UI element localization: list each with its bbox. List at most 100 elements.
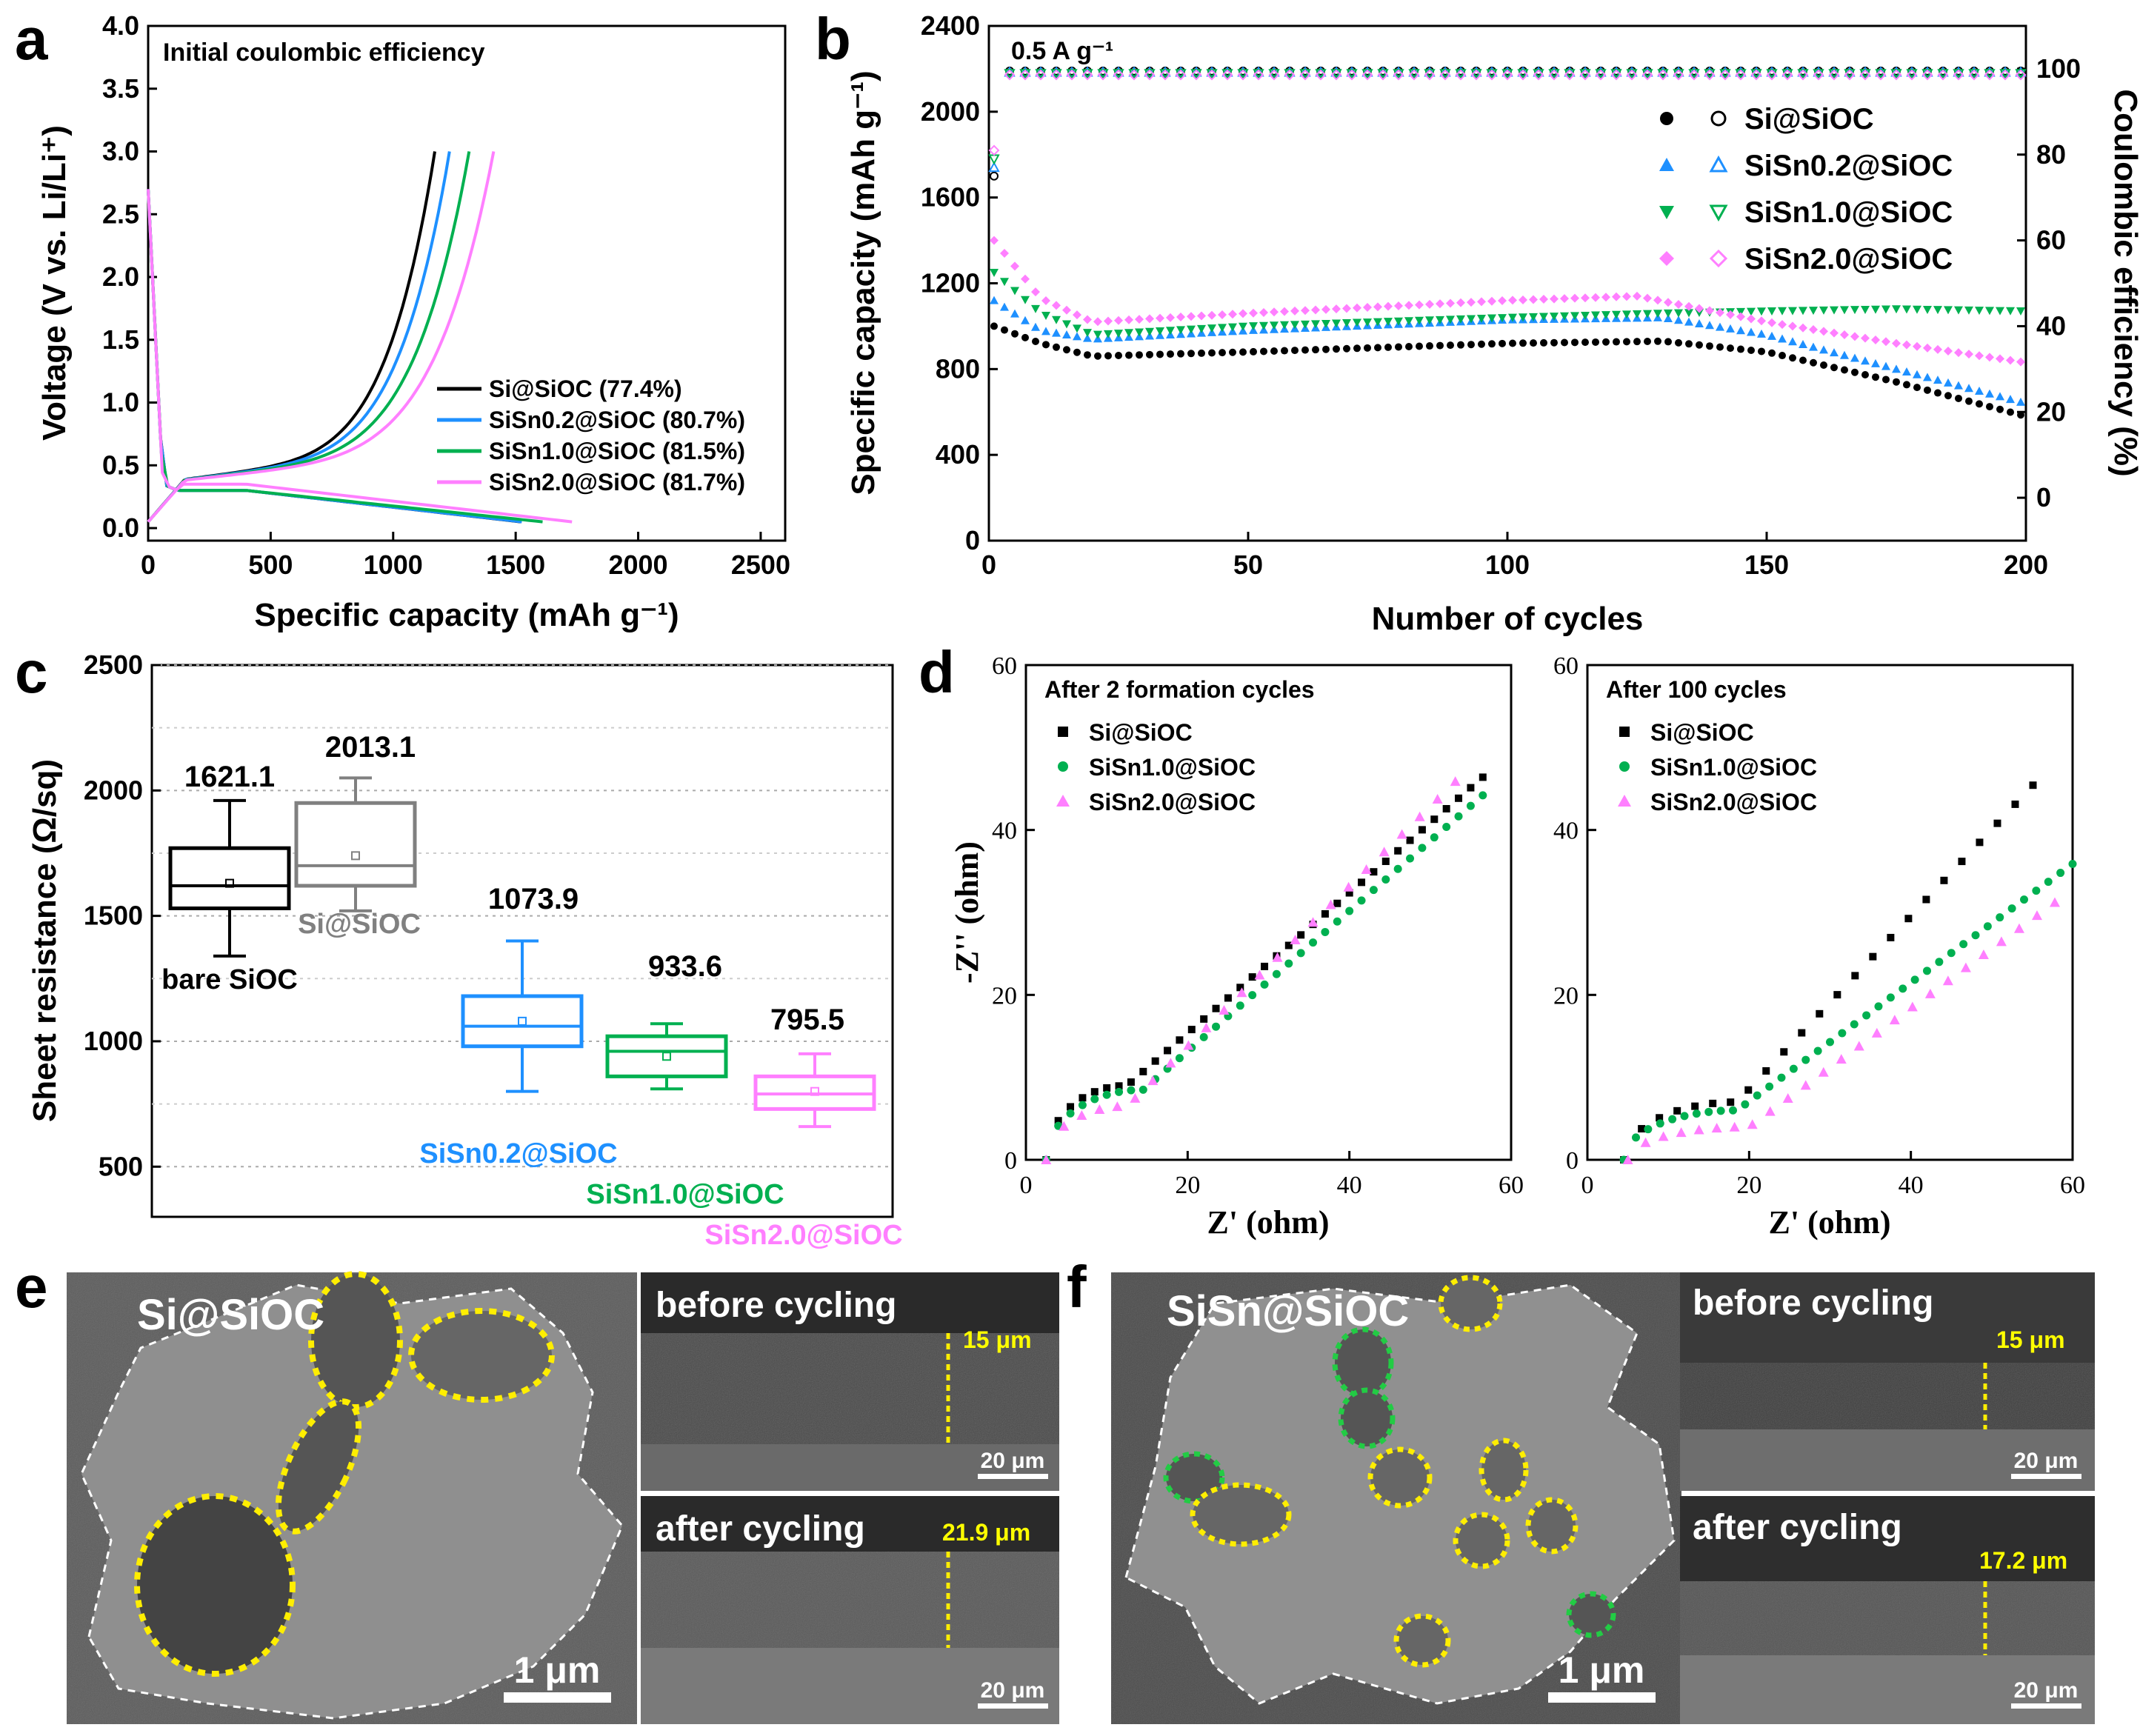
chart-b-capacity-point bbox=[1104, 330, 1113, 338]
chart-d2-point bbox=[1765, 1082, 1774, 1091]
sem-f-main-label: SiSn@SiOC bbox=[1167, 1287, 1409, 1335]
sem-f-defect-circle bbox=[1453, 1512, 1510, 1569]
chart-d1-point bbox=[1066, 1109, 1075, 1118]
chart-b-capacity-point bbox=[1197, 324, 1206, 333]
chart-b-capacity-point bbox=[1810, 358, 1817, 367]
chart-b-legend-label: Si@SiOC bbox=[1744, 103, 1874, 136]
chart-b-ce-point bbox=[1144, 69, 1156, 81]
chart-b-legend-marker bbox=[1710, 110, 1727, 127]
chart-d2-point bbox=[2044, 878, 2053, 887]
sem-e-defect-circle bbox=[408, 1308, 555, 1403]
chart-b-capacity-point bbox=[1923, 305, 1932, 314]
chart-d1-point bbox=[1054, 1117, 1062, 1125]
sem-e-scale-text: 1 μm bbox=[514, 1649, 601, 1691]
chart-b-y2label: Coulombic efficiency (%) bbox=[2107, 89, 2140, 476]
chart-c-mean bbox=[225, 878, 234, 888]
chart-b-capacity-point bbox=[1021, 274, 1030, 284]
chart-b-capacity-point bbox=[1550, 313, 1559, 321]
chart-b-capacity-point bbox=[1281, 347, 1288, 355]
chart-d2-point bbox=[2007, 904, 2016, 913]
chart-b-capacity-point bbox=[1104, 316, 1113, 326]
chart-b-capacity-point bbox=[1508, 313, 1517, 322]
chart-d1-ytick-label: 20 bbox=[992, 982, 1017, 1009]
chart-b-ce-point bbox=[1999, 69, 2011, 81]
chart-b-capacity-point bbox=[1985, 307, 1994, 316]
chart-b-capacity-point bbox=[1187, 325, 1196, 334]
chart-d2-xtick-label: 40 bbox=[1899, 1172, 1924, 1199]
chart-b-xtick-label: 150 bbox=[1744, 550, 1789, 580]
chart-b-capacity-point bbox=[1850, 306, 1859, 315]
chart-a-ytick-label: 3.0 bbox=[102, 136, 139, 167]
chart-d2-ytick-label: 40 bbox=[1553, 818, 1579, 845]
chart-c-ytick-label: 500 bbox=[99, 1151, 143, 1181]
chart-d2-point bbox=[1826, 1038, 1834, 1046]
chart-b-capacity-point bbox=[1519, 339, 1527, 347]
chart-b-capacity-point bbox=[1653, 296, 1662, 305]
chart-d1-point bbox=[1219, 1005, 1230, 1015]
chart-b-legend-marker bbox=[1660, 112, 1673, 125]
chart-b-capacity-point bbox=[1695, 318, 1704, 327]
chart-c-box-label: Si@SiOC bbox=[298, 909, 421, 940]
chart-b-capacity-point bbox=[1830, 364, 1838, 372]
chart-b-capacity-point bbox=[1923, 343, 1932, 353]
chart-c-box-label: SiSn1.0@SiOC bbox=[586, 1179, 784, 1210]
chart-c-value-label: 933.6 bbox=[648, 950, 722, 983]
chart-d2-point bbox=[2049, 897, 2060, 907]
sem-f-before-label: before cycling bbox=[1693, 1283, 1933, 1323]
chart-b-capacity-point bbox=[1145, 327, 1154, 336]
chart-d2-point bbox=[1923, 967, 1931, 975]
chart-d1-point bbox=[1284, 941, 1293, 949]
chart-b-capacity-point bbox=[1913, 305, 1921, 314]
chart-b-capacity-point bbox=[1509, 339, 1516, 347]
chart-b-capacity-point bbox=[1778, 320, 1787, 330]
chart-d1-xtick-label: 60 bbox=[1499, 1172, 1524, 1199]
chart-b-capacity-point bbox=[1871, 305, 1880, 314]
chart-b-ce-point bbox=[1299, 69, 1311, 81]
chart-d2-xtick-label: 20 bbox=[1736, 1172, 1761, 1199]
chart-b-ce-point bbox=[1813, 69, 1824, 81]
sem-e-before-thickness: 15 μm bbox=[963, 1326, 1032, 1353]
chart-b-ce-point bbox=[1175, 69, 1187, 81]
chart-d2-point bbox=[1838, 1029, 1847, 1038]
chart-c-box bbox=[294, 801, 417, 888]
chart-b-capacity-point bbox=[1063, 346, 1070, 354]
chart-b-xtick-label: 100 bbox=[1485, 550, 1530, 580]
chart-d2-point bbox=[1976, 838, 1984, 847]
chart-b-capacity-point bbox=[1021, 296, 1030, 304]
chart-b-capacity-point bbox=[1612, 292, 1621, 301]
chart-b-capacity-point bbox=[1198, 349, 1205, 357]
chart-b-capacity-point bbox=[1964, 350, 1973, 359]
chart-b-capacity-point bbox=[1664, 313, 1673, 322]
sem-f-defect-circle-green bbox=[1332, 1326, 1394, 1399]
chart-b-capacity-point bbox=[1156, 327, 1164, 335]
chart-d1-ytick-label: 0 bbox=[1004, 1147, 1017, 1175]
chart-a-discharge-curve bbox=[147, 189, 521, 524]
chart-d2-point bbox=[1940, 876, 1948, 884]
chart-d1-point bbox=[1450, 776, 1461, 787]
chart-b-capacity-point bbox=[1021, 316, 1030, 324]
chart-d1-point bbox=[1254, 969, 1265, 980]
chart-c-value-label: 1073.9 bbox=[488, 883, 579, 915]
chart-d2-point bbox=[1764, 1106, 1776, 1116]
chart-d2-point bbox=[1899, 984, 1907, 993]
chart-d1-frame bbox=[1024, 664, 1513, 1161]
chart-d2-xtick-label: 60 bbox=[2060, 1172, 2085, 1199]
chart-b-capacity-point bbox=[1964, 306, 1973, 315]
chart-b-capacity-point bbox=[1136, 351, 1143, 359]
chart-d1-point bbox=[1442, 804, 1450, 812]
chart-b-capacity-point bbox=[1726, 324, 1735, 333]
chart-c-mean bbox=[518, 1016, 527, 1026]
chart-d2-legend-label: Si@SiOC bbox=[1650, 719, 1754, 746]
chart-b-capacity-point bbox=[1001, 326, 1008, 334]
chart-b-capacity-point bbox=[1788, 337, 1797, 346]
chart-b-ce-point bbox=[1564, 69, 1576, 81]
chart-b-capacity-point bbox=[1041, 296, 1050, 305]
chart-b-capacity-point bbox=[1809, 342, 1818, 351]
chart-b-capacity-point bbox=[1539, 313, 1548, 321]
chart-b-capacity-point bbox=[1954, 306, 1963, 315]
chart-b-capacity-point bbox=[1000, 248, 1009, 258]
sem-f-after-thickness: 17.2 μm bbox=[1979, 1547, 2067, 1574]
chart-b-capacity-point bbox=[1114, 316, 1123, 325]
chart-b-capacity-point bbox=[1062, 330, 1071, 338]
chart-b-capacity-point bbox=[1073, 324, 1081, 333]
